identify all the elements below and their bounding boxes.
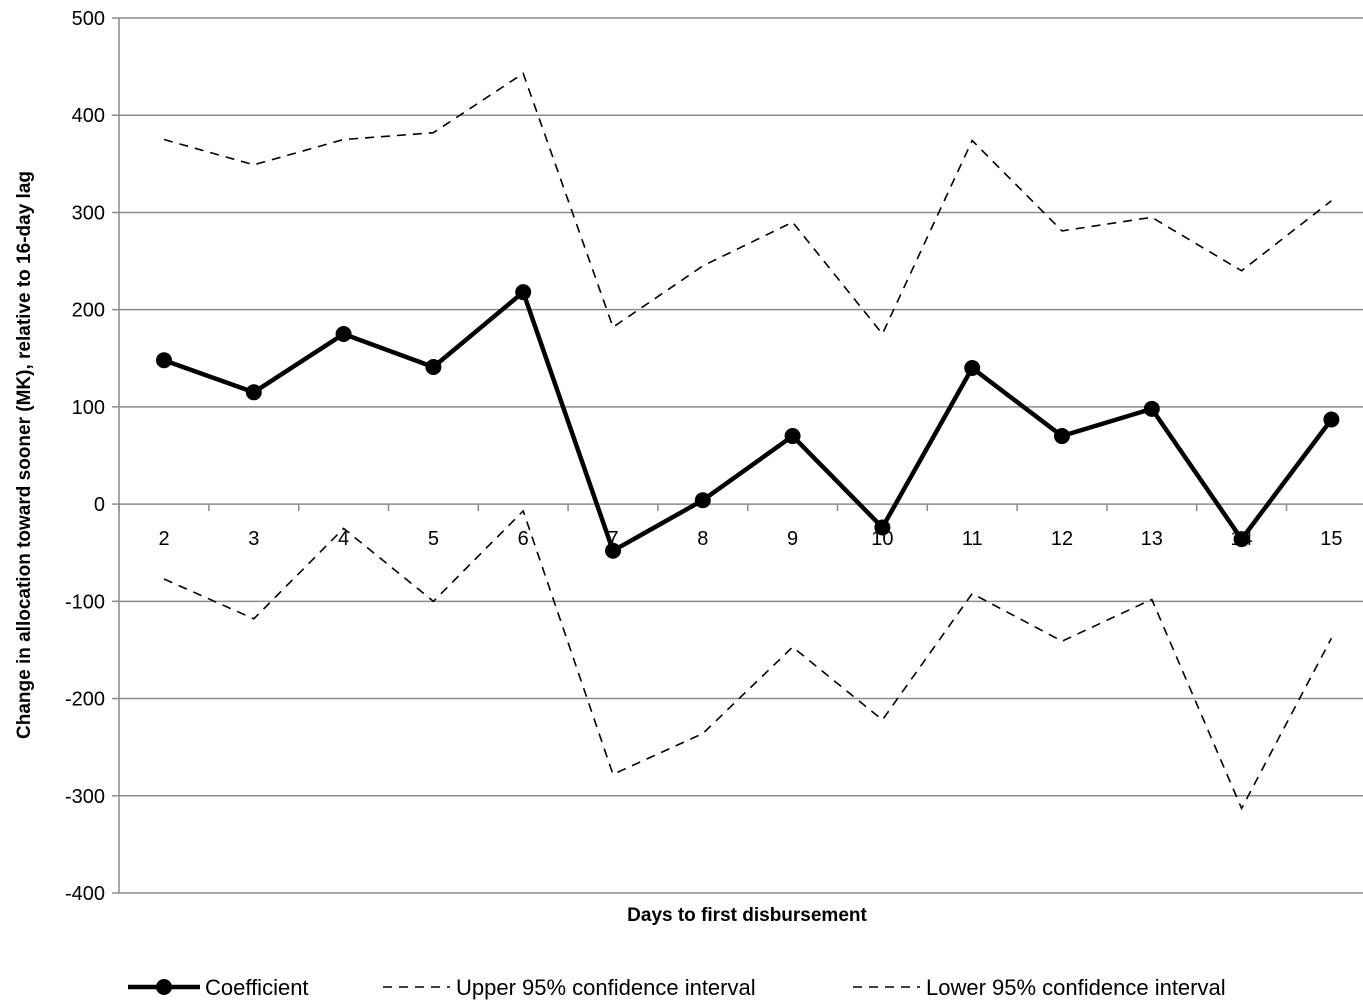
x-tick-label-4: 6 [518, 528, 529, 550]
y-tick-label-9: -400 [65, 883, 105, 905]
series-line-1 [163, 72, 1332, 336]
legend-label-1: Upper 95% confidence interval [456, 975, 756, 1000]
x-tick-label-9: 11 [962, 528, 983, 550]
legend-label-2: Lower 95% confidence interval [926, 975, 1226, 1000]
y-axis-title: Change in allocation toward sooner (MK),… [14, 171, 35, 739]
y-tick-label-1: 400 [72, 105, 105, 127]
x-tick-label-11: 13 [1141, 528, 1163, 550]
series-line-0 [163, 288, 1334, 555]
point-0-4 [515, 284, 532, 301]
point-0-6 [694, 492, 711, 509]
point-0-1 [245, 384, 262, 401]
legend-item-1: Upper 95% confidence interval [383, 975, 756, 1000]
point-0-11 [1143, 400, 1160, 417]
point-0-5 [605, 542, 621, 559]
series-layer [156, 72, 1340, 811]
y-tick-label-5: 0 [94, 494, 105, 516]
gridlines [119, 17, 1363, 894]
series-2 [163, 509, 1333, 811]
y-tick-label-3: 200 [72, 300, 105, 322]
x-tick-label-2: 4 [338, 528, 349, 550]
y-axis-ticks: 500 400 300 200 100 0 -100 -200 -300 -400 [65, 8, 119, 905]
x-tick-label-13: 15 [1320, 528, 1342, 550]
series-1 [163, 72, 1332, 336]
y-tick-label-0: 500 [72, 8, 105, 30]
y-tick-label-6: -100 [65, 591, 105, 613]
x-tick-label-5: 7 [607, 528, 618, 550]
point-0-13 [1323, 411, 1340, 428]
point-0-7 [784, 428, 801, 445]
legend-marker-0 [156, 979, 172, 995]
x-tick-label-10: 12 [1051, 528, 1073, 550]
x-tick-label-7: 9 [787, 528, 798, 550]
point-0-0 [156, 352, 172, 369]
legend-item-2: Lower 95% confidence interval [853, 975, 1226, 1000]
point-0-3 [425, 359, 442, 376]
x-tick-label-0: 2 [158, 528, 169, 550]
legend: Coefficient Upper 95% confidence interval… [128, 975, 1226, 1000]
x-axis-title: Days to first disbursement [627, 905, 867, 926]
point-0-9 [964, 360, 981, 376]
x-tick-label-6: 8 [697, 528, 708, 550]
x-tick-label-3: 5 [428, 528, 439, 550]
axes [118, 18, 1363, 893]
legend-item-0: Coefficient [128, 975, 309, 1000]
y-tick-label-4: 100 [72, 397, 105, 419]
point-0-8 [874, 519, 891, 536]
x-tick-label-1: 3 [248, 528, 259, 550]
y-tick-label-7: -200 [65, 689, 105, 711]
point-0-10 [1054, 428, 1070, 445]
x-axis-ticks: 23456789101112131415 [118, 504, 1343, 550]
y-tick-label-2: 300 [72, 202, 105, 224]
legend-label-0: Coefficient [205, 975, 309, 1000]
point-0-2 [335, 325, 352, 342]
series-line-2 [163, 509, 1333, 811]
point-0-12 [1233, 531, 1250, 548]
y-tick-label-8: -300 [65, 786, 105, 808]
series-0 [156, 284, 1340, 559]
x-tick-label-8: 10 [871, 528, 893, 550]
